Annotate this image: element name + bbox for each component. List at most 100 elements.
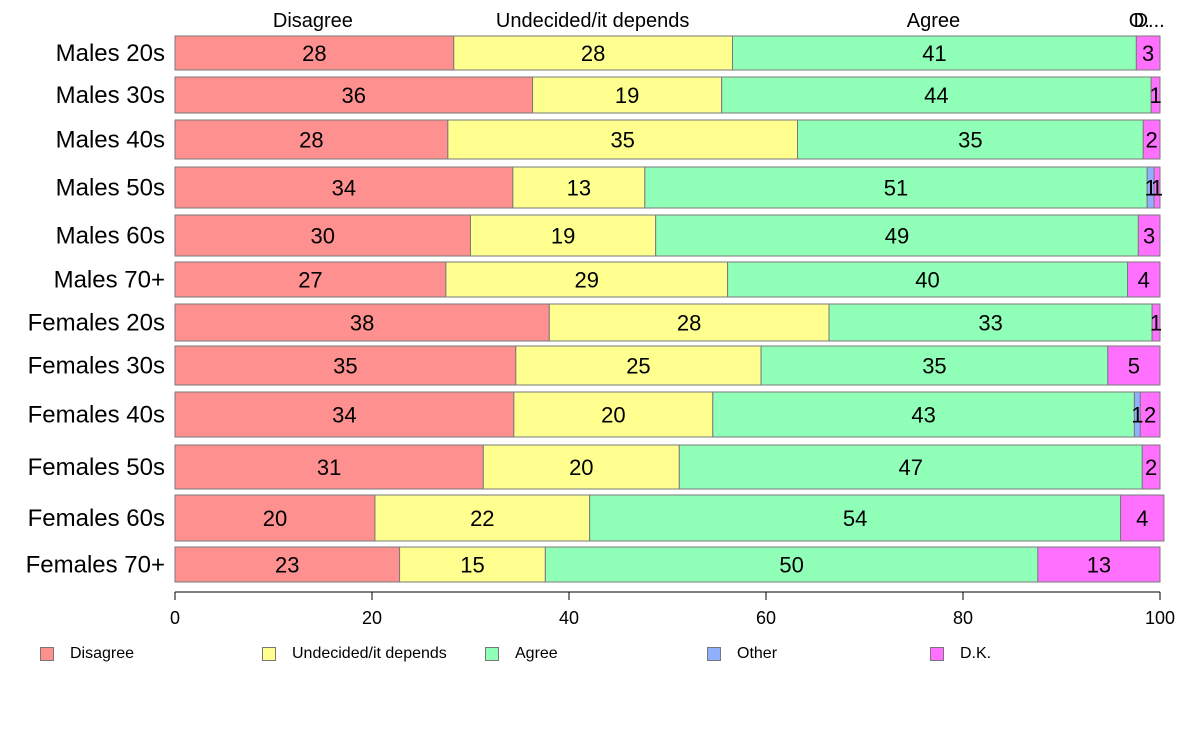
data-label: 1 bbox=[1131, 403, 1143, 428]
data-label: 20 bbox=[263, 506, 287, 531]
bar-segment bbox=[797, 119, 1144, 160]
bar-segment bbox=[727, 261, 1128, 298]
bar-segment bbox=[174, 444, 484, 490]
legend-swatch bbox=[40, 647, 54, 661]
bar-segment bbox=[760, 345, 1109, 386]
x-tick-label: 80 bbox=[953, 608, 973, 628]
data-label: 23 bbox=[275, 553, 299, 578]
legend-label: Agree bbox=[515, 645, 558, 662]
chart-legend: Disagree Undecided/it depends Agree Other D.… bbox=[0, 645, 1188, 669]
bar-segment bbox=[532, 76, 723, 114]
x-tick-label: 100 bbox=[1145, 608, 1175, 628]
data-label: 33 bbox=[978, 311, 1002, 336]
data-label: 35 bbox=[333, 354, 357, 379]
category-label: Males 30s bbox=[56, 82, 165, 109]
bar-segment bbox=[1150, 76, 1161, 114]
bar-segment bbox=[513, 391, 714, 438]
category-label: Females 60s bbox=[28, 505, 165, 532]
top-label: D... bbox=[1134, 10, 1165, 32]
bar-segment bbox=[515, 345, 762, 386]
x-tick-label: 20 bbox=[362, 608, 382, 628]
category-label: Males 70+ bbox=[54, 267, 165, 294]
bar-segment bbox=[174, 261, 447, 298]
data-label: 49 bbox=[885, 224, 909, 249]
bar-segment bbox=[174, 391, 515, 438]
bar-segment bbox=[470, 214, 657, 257]
category-label: Females 30s bbox=[28, 353, 165, 380]
legend-swatch bbox=[485, 647, 499, 661]
data-label: 13 bbox=[567, 176, 591, 201]
legend-label: Disagree bbox=[70, 645, 135, 662]
data-label: 34 bbox=[332, 403, 356, 428]
data-label: 2 bbox=[1146, 128, 1158, 153]
bar-segment bbox=[1107, 345, 1161, 386]
top-label: Agree bbox=[907, 10, 960, 32]
bar-segment bbox=[644, 166, 1148, 209]
bar-segment bbox=[453, 35, 734, 71]
bar-segment bbox=[174, 345, 517, 386]
bar-segment bbox=[447, 119, 799, 160]
category-label: Males 20s bbox=[56, 40, 165, 67]
legend-item: Other bbox=[707, 645, 777, 663]
data-label: 1 bbox=[1149, 83, 1161, 108]
bar-segment bbox=[174, 119, 449, 160]
bar-segment bbox=[174, 166, 514, 209]
legend-item: Agree bbox=[485, 645, 558, 663]
legend-item: Undecided/it depends bbox=[262, 645, 447, 663]
category-label: Females 20s bbox=[28, 310, 165, 337]
legend-label: Undecided/it depends bbox=[292, 645, 447, 662]
bar-segment bbox=[174, 76, 534, 114]
data-label: 38 bbox=[350, 311, 374, 336]
category-label: Females 50s bbox=[28, 454, 165, 481]
data-label: 28 bbox=[302, 41, 326, 66]
category-label: Males 50s bbox=[56, 175, 165, 202]
data-label: 4 bbox=[1136, 506, 1148, 531]
bar-segment bbox=[712, 391, 1135, 438]
data-label: 3 bbox=[1143, 224, 1155, 249]
bar-segment bbox=[399, 546, 546, 583]
data-label: 47 bbox=[899, 455, 923, 480]
data-label: 41 bbox=[922, 41, 946, 66]
category-label: Females 40s bbox=[28, 402, 165, 429]
bar-segment bbox=[1037, 546, 1161, 583]
bar-segment bbox=[548, 303, 830, 342]
data-label: 15 bbox=[460, 553, 484, 578]
data-label: 29 bbox=[574, 268, 598, 293]
data-label: 34 bbox=[332, 176, 356, 201]
x-tick-label: 40 bbox=[559, 608, 579, 628]
data-label: 30 bbox=[311, 224, 335, 249]
bar-segment bbox=[1151, 303, 1161, 342]
data-label: 13 bbox=[1087, 553, 1111, 578]
data-label: 54 bbox=[843, 506, 867, 531]
x-tick-label: 60 bbox=[756, 608, 776, 628]
bar-segment bbox=[174, 546, 401, 583]
data-label: 2 bbox=[1144, 403, 1156, 428]
bar-segment bbox=[721, 76, 1152, 114]
bar-segment bbox=[445, 261, 729, 298]
data-label: 20 bbox=[569, 455, 593, 480]
legend-label: D.K. bbox=[960, 645, 992, 662]
bar-segment bbox=[1120, 494, 1165, 542]
data-label: 43 bbox=[911, 403, 935, 428]
data-label: 19 bbox=[551, 224, 575, 249]
bar-segment bbox=[1139, 391, 1161, 438]
bar-segment bbox=[1141, 444, 1161, 490]
legend-item: D.K. bbox=[930, 645, 991, 663]
data-label: 35 bbox=[958, 128, 982, 153]
data-label: 40 bbox=[915, 268, 939, 293]
data-label: 36 bbox=[342, 83, 366, 108]
category-label: Males 60s bbox=[56, 223, 165, 250]
bar-segment bbox=[174, 214, 471, 257]
data-label: 27 bbox=[298, 268, 322, 293]
legend-item: Disagree bbox=[40, 645, 134, 663]
top-label: O. bbox=[1129, 10, 1150, 32]
data-label: 1 bbox=[1150, 311, 1162, 336]
legend-swatch bbox=[930, 647, 944, 661]
data-label: 20 bbox=[601, 403, 625, 428]
legend-swatch bbox=[262, 647, 276, 661]
data-label: 44 bbox=[924, 83, 948, 108]
data-label: 25 bbox=[626, 354, 650, 379]
data-label: 28 bbox=[581, 41, 605, 66]
data-label: 1 bbox=[1151, 176, 1163, 201]
bar-segment bbox=[1137, 214, 1161, 257]
